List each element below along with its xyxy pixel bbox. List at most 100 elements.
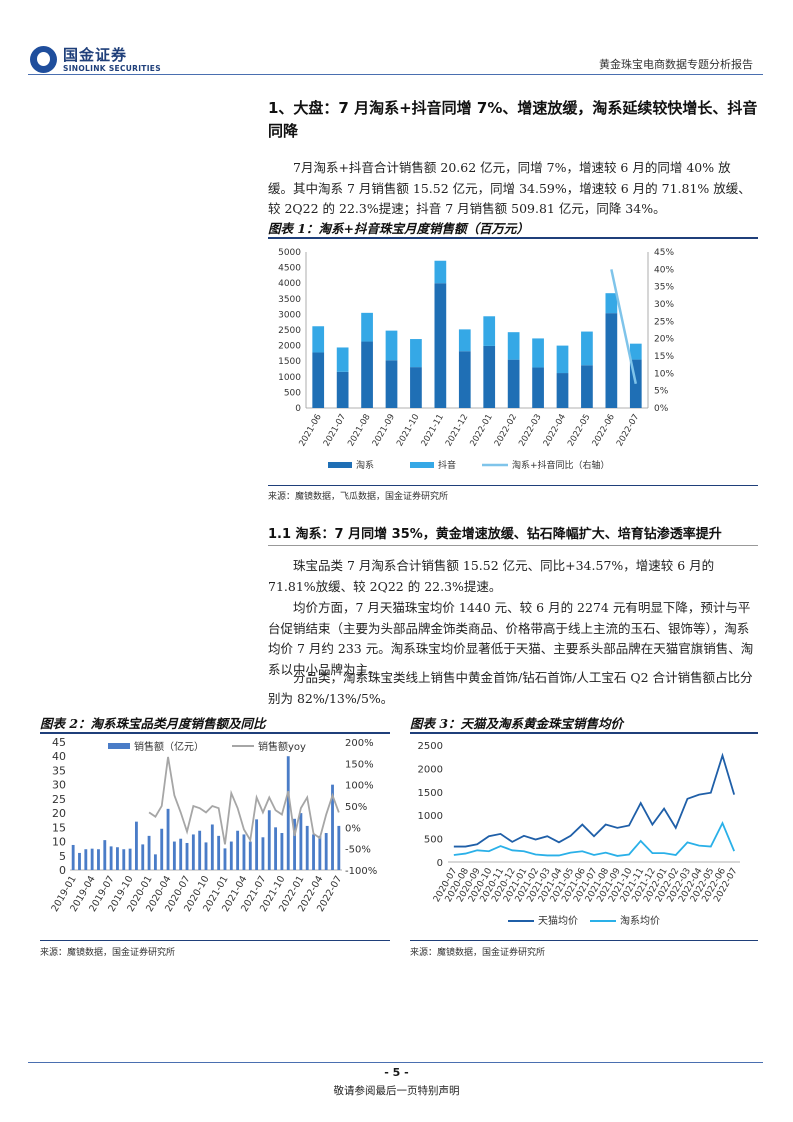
- chart1-x-ticks: 2021-062021-072021-082021-092021-102021-…: [297, 413, 641, 449]
- chart1-y-right-tick: 45%: [654, 248, 674, 258]
- chart1-yoy-polyline: [610, 269, 638, 384]
- chart1-bar-douyin: [532, 338, 544, 368]
- chart2-y-right-tick: 50%: [345, 802, 367, 813]
- chart1-y-left-tick: 3000: [278, 310, 301, 320]
- chart2-bar: [71, 844, 75, 870]
- chart1-y-right-tick: 35%: [654, 283, 674, 293]
- chart1-bar-douyin: [385, 330, 398, 361]
- chart1-legend-swatch-douyin: [410, 462, 434, 468]
- chart2-bar: [255, 819, 259, 870]
- chart2-bar: [134, 821, 138, 870]
- chart1-bar-taoxi: [336, 371, 349, 408]
- sinolink-logo-icon: [30, 46, 57, 73]
- chart2-bar: [128, 848, 132, 870]
- chart1-legend-swatch-taoxi: [328, 462, 352, 468]
- figure2-title: 图表 2：淘系珠宝品类月度销售额及同比: [40, 716, 266, 731]
- chart2-bar: [198, 830, 202, 870]
- chart1-legend: 淘系 抖音 淘系+抖音同比（右轴）: [328, 459, 610, 471]
- chart1-y-right-tick: 40%: [654, 265, 674, 275]
- chart2-yoy-line: [148, 756, 340, 845]
- chart2-bar: [305, 825, 309, 870]
- chart1-y-right-tick: 10%: [654, 369, 674, 379]
- chart1-bar-douyin: [507, 332, 520, 360]
- chart2-bar: [229, 841, 233, 870]
- chart2-bar: [97, 849, 100, 870]
- chart2-bar: [122, 849, 126, 870]
- chart1-y-right-tick: 25%: [654, 317, 674, 327]
- figure3-bottom-rule: [410, 940, 758, 941]
- chart1-y-left-tick: 3500: [278, 295, 301, 305]
- chart2-y-left-tick: 40: [52, 750, 66, 763]
- chart1-y-right-tick: 0%: [654, 404, 669, 414]
- chart2-y-left-tick: 45: [52, 736, 66, 749]
- chart2-bar: [312, 834, 315, 870]
- chart2-y-left-tick: 5: [59, 850, 66, 863]
- sinolink-logo: 国金证券 SINOLINK SECURITIES: [30, 45, 180, 75]
- chart1-bar-douyin: [458, 329, 471, 352]
- chart2-y-left-tick: 0: [59, 864, 66, 877]
- chart1-bar-douyin: [336, 347, 349, 372]
- chart1-y-left-tick: 4000: [278, 279, 301, 289]
- chart2-bar: [223, 848, 227, 870]
- chart2-bar: [217, 835, 221, 870]
- header-rule: [28, 74, 763, 75]
- chart2-bar: [286, 756, 290, 870]
- chart1-y-right-tick: 30%: [654, 300, 674, 310]
- chart2-bar: [153, 854, 157, 870]
- chart1-bar-douyin: [410, 339, 422, 368]
- chart1-y-left-tick: 2000: [278, 342, 301, 352]
- chart1-x-tick: 2022-01: [468, 413, 494, 449]
- chart2-y-left-tick: 25: [52, 793, 66, 806]
- chart1-yoy-line: [610, 269, 638, 384]
- chart3-y-tick: 500: [424, 835, 443, 846]
- section1-heading: 1、大盘：7 月淘系+抖音同增 7%、增速放缓，淘系延续较快增长、抖音同降: [268, 99, 758, 140]
- chart3-y-tick: 1500: [418, 788, 443, 799]
- chart2-bar: [280, 833, 284, 870]
- chart1-bars: [312, 260, 642, 408]
- chart2-bar: [84, 849, 88, 870]
- chart3-y-tick: 0: [437, 858, 443, 869]
- chart2-legend-swatch-sales: [108, 743, 130, 749]
- chart2-legend-sales: 销售额（亿元）: [134, 740, 204, 753]
- figure1-source: 来源：魔镜数据，飞瓜数据，国金证券研究所: [268, 492, 449, 502]
- chart1-x-tick: 2021-11: [420, 413, 446, 449]
- chart2-bar: [204, 842, 208, 870]
- figure1-bottom-rule: [268, 485, 758, 486]
- section11-heading: 1.1 淘系：7 月同增 35%，黄金增速放缓、钻石降幅扩大、培育钻渗透率提升: [268, 527, 722, 542]
- logo-en-text: SINOLINK SECURITIES: [63, 64, 161, 73]
- chart1-bar-taoxi: [605, 313, 618, 408]
- chart1-x-tick: 2022-06: [591, 413, 617, 449]
- chart1-bar-douyin: [629, 343, 642, 360]
- figure3-rule: [410, 732, 758, 734]
- chart2-bar: [331, 784, 334, 870]
- chart1-x-tick: 2022-05: [566, 413, 592, 449]
- chart2-bars: [71, 756, 341, 870]
- chart3-legend-tmall: 天猫均价: [538, 914, 578, 927]
- chart2-bar: [293, 818, 296, 870]
- chart3-y-tick: 2000: [418, 764, 443, 775]
- chart1-x-tick: 2021-09: [371, 413, 397, 449]
- figure1-rule: [268, 237, 758, 239]
- chart2-y-right-tick: 150%: [345, 759, 374, 770]
- chart2-bar: [210, 824, 214, 870]
- chart2-bar: [147, 835, 151, 870]
- chart1-x-tick: 2022-03: [517, 413, 543, 449]
- chart1-y-left-tick: 4500: [278, 264, 301, 274]
- chart2-bar: [185, 842, 189, 870]
- section1-paragraph: 7月淘系+抖音合计销售额 20.62 亿元，同增 7%，增速较 6 月的同增 4…: [268, 160, 751, 216]
- chart2-y-left-tick: 10: [52, 836, 66, 849]
- chart2-bar: [141, 844, 145, 870]
- chart1-legend-taoxi: 淘系: [356, 459, 374, 471]
- chart1-legend-yoy: 淘系+抖音同比（右轴）: [512, 459, 610, 471]
- chart3-legend-taoxi: 淘系均价: [620, 914, 660, 927]
- chart2-bar: [318, 835, 322, 870]
- chart2-x-ticks: 2019-012019-042019-072019-102020-012020-…: [49, 874, 344, 914]
- chart1-bar-douyin: [361, 312, 373, 342]
- figure2-rule: [40, 732, 390, 734]
- chart2-bar: [236, 830, 240, 870]
- chart1: 0 500 1000 1500 2000 2500 3000 3500 4000 4500 5000…: [278, 248, 674, 471]
- figure2-source: 来源：魔镜数据，国金证券研究所: [40, 948, 176, 958]
- chart1-y-right-tick: 20%: [654, 335, 674, 345]
- chart1-y-left-tick: 5000: [278, 248, 301, 258]
